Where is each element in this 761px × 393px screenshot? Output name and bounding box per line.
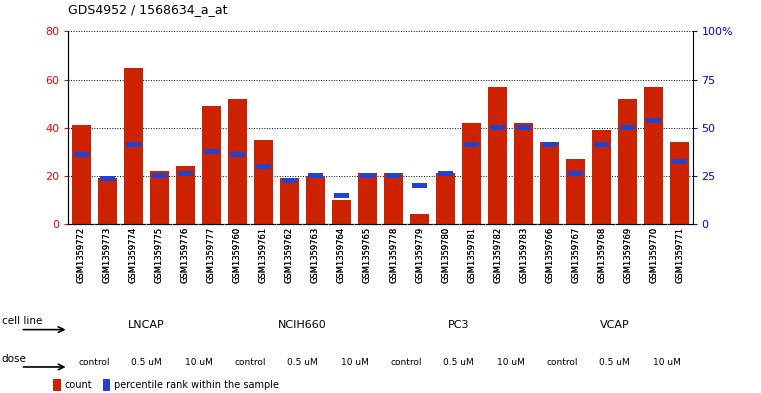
Text: GSM1359760: GSM1359760 xyxy=(233,226,242,283)
Text: 10 uM: 10 uM xyxy=(341,358,368,367)
Bar xyxy=(645,87,663,224)
Text: GSM1359775: GSM1359775 xyxy=(155,226,164,283)
Text: VCAP: VCAP xyxy=(600,320,629,330)
Text: GSM1359783: GSM1359783 xyxy=(519,226,528,283)
Text: GSM1359763: GSM1359763 xyxy=(311,226,320,283)
Bar xyxy=(230,152,245,156)
Bar xyxy=(542,142,557,147)
Text: GSM1359762: GSM1359762 xyxy=(285,226,294,283)
Text: GSM1359774: GSM1359774 xyxy=(129,226,138,283)
Bar xyxy=(646,118,661,123)
Bar xyxy=(592,130,610,224)
Bar xyxy=(151,173,167,178)
Bar xyxy=(307,173,323,178)
Text: GSM1359780: GSM1359780 xyxy=(441,226,450,283)
Bar xyxy=(568,171,583,176)
Text: GSM1359778: GSM1359778 xyxy=(389,226,398,283)
Bar xyxy=(334,193,349,198)
Bar xyxy=(619,125,635,130)
Bar xyxy=(256,164,271,169)
Bar xyxy=(670,142,689,224)
Text: GSM1359767: GSM1359767 xyxy=(571,226,580,283)
Text: NCIH660: NCIH660 xyxy=(278,320,327,330)
Text: 0.5 uM: 0.5 uM xyxy=(443,358,474,367)
Text: control: control xyxy=(390,358,422,367)
Bar xyxy=(540,142,559,224)
Text: GSM1359764: GSM1359764 xyxy=(337,226,346,283)
Bar xyxy=(463,142,479,147)
Text: GSM1359766: GSM1359766 xyxy=(545,226,554,283)
Bar xyxy=(358,173,377,224)
Bar xyxy=(126,142,142,147)
Text: 0.5 uM: 0.5 uM xyxy=(287,358,318,367)
Text: 0.5 uM: 0.5 uM xyxy=(131,358,162,367)
Text: control: control xyxy=(234,358,266,367)
Text: GSM1359779: GSM1359779 xyxy=(415,226,424,283)
Bar xyxy=(178,171,193,176)
Bar xyxy=(384,173,403,224)
Text: GSM1359781: GSM1359781 xyxy=(467,226,476,283)
Bar xyxy=(282,178,298,183)
Text: GSM1359769: GSM1359769 xyxy=(623,226,632,283)
Bar xyxy=(438,171,454,176)
Text: GSM1359761: GSM1359761 xyxy=(259,226,268,283)
Text: GSM1359772: GSM1359772 xyxy=(77,226,86,283)
Bar xyxy=(228,99,247,224)
Text: GDS4952 / 1568634_a_at: GDS4952 / 1568634_a_at xyxy=(68,3,228,16)
Text: 10 uM: 10 uM xyxy=(497,358,524,367)
Bar xyxy=(333,200,351,224)
Bar xyxy=(103,379,110,391)
Text: percentile rank within the sample: percentile rank within the sample xyxy=(114,380,279,390)
Text: GSM1359777: GSM1359777 xyxy=(207,226,216,283)
Bar xyxy=(100,176,115,181)
Bar xyxy=(516,125,531,130)
Text: GSM1359771: GSM1359771 xyxy=(675,226,684,283)
Bar xyxy=(307,176,325,224)
Text: GSM1359768: GSM1359768 xyxy=(597,226,606,283)
Bar xyxy=(514,123,533,224)
Bar xyxy=(177,166,195,224)
Text: GSM1359773: GSM1359773 xyxy=(103,226,112,283)
Bar xyxy=(412,183,427,188)
Bar xyxy=(463,123,481,224)
Bar xyxy=(436,173,454,224)
Bar xyxy=(53,379,61,391)
Text: control: control xyxy=(546,358,578,367)
Bar xyxy=(566,159,584,224)
Bar xyxy=(410,214,428,224)
Bar xyxy=(151,171,169,224)
Text: PC3: PC3 xyxy=(447,320,470,330)
Bar xyxy=(72,125,91,224)
Bar xyxy=(489,87,507,224)
Text: control: control xyxy=(78,358,110,367)
Bar xyxy=(672,159,687,164)
Text: count: count xyxy=(65,380,92,390)
Bar xyxy=(204,149,219,154)
Bar xyxy=(254,140,272,224)
Bar xyxy=(490,125,505,130)
Bar xyxy=(280,178,298,224)
Text: 10 uM: 10 uM xyxy=(185,358,212,367)
Text: 10 uM: 10 uM xyxy=(653,358,680,367)
Text: GSM1359782: GSM1359782 xyxy=(493,226,502,283)
Bar xyxy=(360,173,375,178)
Bar xyxy=(619,99,637,224)
Bar xyxy=(74,152,89,156)
Text: cell line: cell line xyxy=(2,316,42,326)
Text: GSM1359770: GSM1359770 xyxy=(649,226,658,283)
Text: GSM1359765: GSM1359765 xyxy=(363,226,372,283)
Bar xyxy=(202,106,221,224)
Text: dose: dose xyxy=(2,354,27,364)
Bar xyxy=(594,142,610,147)
Bar xyxy=(98,178,116,224)
Text: 0.5 uM: 0.5 uM xyxy=(599,358,630,367)
Text: GSM1359776: GSM1359776 xyxy=(181,226,190,283)
Bar xyxy=(124,68,142,224)
Bar xyxy=(386,173,401,178)
Text: LNCAP: LNCAP xyxy=(128,320,165,330)
